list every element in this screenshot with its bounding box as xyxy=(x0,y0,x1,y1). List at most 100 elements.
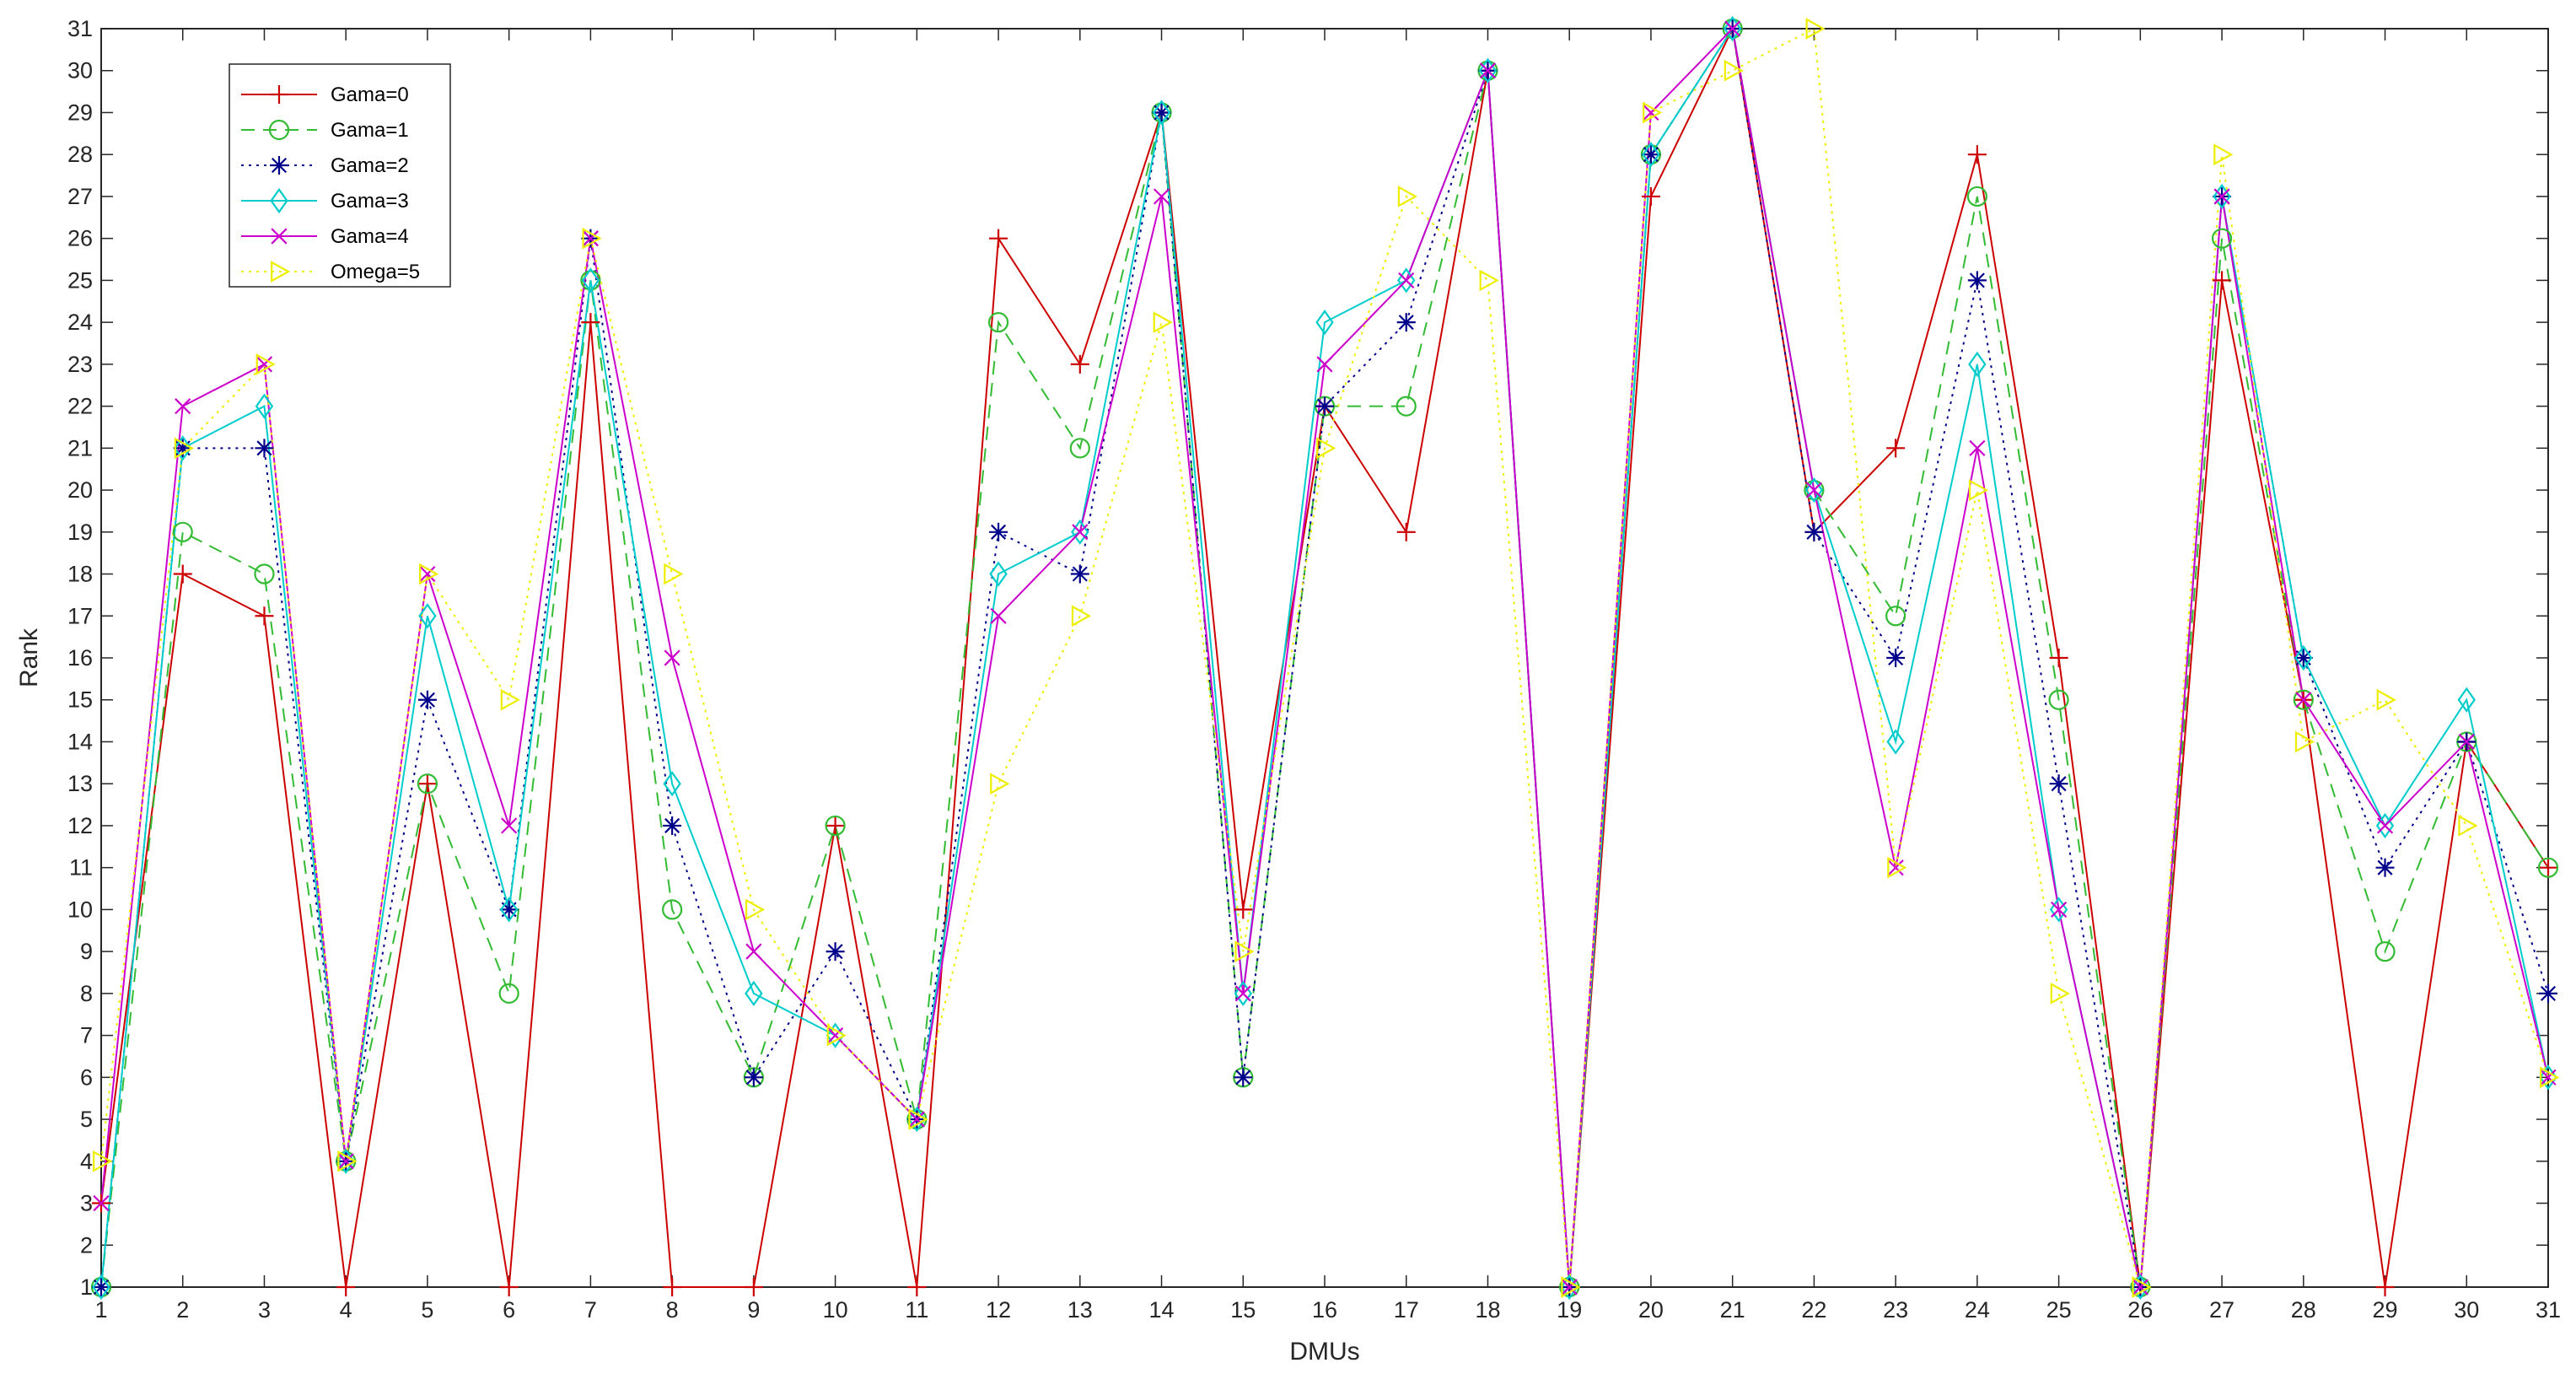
y-tick-label: 15 xyxy=(67,687,93,713)
x-tick-label: 18 xyxy=(1475,1297,1500,1323)
data-point-2-23 xyxy=(1886,649,1906,667)
data-point-3-27 xyxy=(2213,183,2231,210)
legend-label-4: Gama=4 xyxy=(331,225,409,248)
data-point-3-17 xyxy=(1397,267,1416,294)
x-tick-label: 15 xyxy=(1230,1297,1256,1323)
y-tick-label: 18 xyxy=(67,562,93,587)
data-point-5-19 xyxy=(1561,1276,1581,1298)
data-point-4-17 xyxy=(1398,272,1415,288)
legend-marker-4 xyxy=(271,228,288,245)
y-tick-label: 20 xyxy=(67,477,93,503)
y-tick-label: 9 xyxy=(80,939,93,964)
data-point-4-18 xyxy=(1479,62,1497,79)
x-tick-label: 22 xyxy=(1801,1297,1826,1323)
data-point-4-4 xyxy=(337,1153,354,1170)
legend-marker-1 xyxy=(268,119,290,141)
axis-ticks: 1 2 3 4 5 6 7 8 9 10 11 12 13 14 15 16 17 18 19 20 21 22 23 24 2… xyxy=(67,16,2561,1323)
y-tick-label: 25 xyxy=(67,267,93,293)
data-point-5-25 xyxy=(2050,982,2070,1005)
data-point-2-24 xyxy=(1967,271,1987,290)
data-point-3-29 xyxy=(2375,812,2395,839)
data-point-5-15 xyxy=(1234,940,1255,963)
data-point-4-24 xyxy=(1969,439,1986,456)
data-point-2-28 xyxy=(2294,649,2313,667)
data-point-2-22 xyxy=(1804,522,1824,541)
data-point-0-9 xyxy=(744,1278,763,1296)
legend-marker-2 xyxy=(270,156,288,175)
data-point-5-13 xyxy=(1071,605,1092,628)
data-point-5-22 xyxy=(1805,18,1826,40)
legend-box xyxy=(229,63,451,288)
data-point-5-24 xyxy=(1968,479,1989,501)
data-point-1-5 xyxy=(417,773,438,795)
data-point-5-21 xyxy=(1724,59,1744,82)
data-point-5-30 xyxy=(2458,815,2478,837)
y-tick-label: 10 xyxy=(67,897,93,922)
data-point-1-2 xyxy=(172,521,193,542)
x-tick-label: 7 xyxy=(584,1297,597,1323)
data-point-4-28 xyxy=(2295,692,2312,708)
data-point-0-10 xyxy=(826,816,845,835)
y-tick-label: 12 xyxy=(67,813,93,838)
data-point-3-12 xyxy=(989,561,1008,587)
data-point-2-3 xyxy=(255,439,274,458)
x-tick-label: 24 xyxy=(1965,1297,1990,1323)
legend: Gama=0 Gama=1 Gama=2 Gama=3 Gama=4 Omega=5 xyxy=(229,63,451,288)
y-tick-label: 3 xyxy=(80,1191,93,1216)
data-point-4-2 xyxy=(175,398,191,415)
data-point-0-8 xyxy=(663,1278,682,1296)
y-tick-label: 30 xyxy=(67,58,93,84)
data-point-3-26 xyxy=(2131,1274,2150,1301)
data-point-4-22 xyxy=(1805,482,1822,498)
data-point-3-20 xyxy=(1642,142,1660,168)
data-point-5-16 xyxy=(1316,437,1336,460)
data-point-0-17 xyxy=(1396,522,1416,541)
y-tick-label: 11 xyxy=(69,855,93,881)
data-point-4-19 xyxy=(1561,1279,1578,1296)
data-point-5-29 xyxy=(2376,688,2396,711)
x-tick-label: 25 xyxy=(2046,1297,2072,1323)
x-tick-label: 16 xyxy=(1312,1297,1337,1323)
y-tick-label: 27 xyxy=(67,184,93,209)
data-point-2-5 xyxy=(417,690,437,709)
data-point-1-22 xyxy=(1804,479,1825,501)
data-point-5-4 xyxy=(337,1150,358,1172)
data-point-4-27 xyxy=(2213,188,2230,205)
data-point-2-20 xyxy=(1641,145,1660,164)
y-tick-label: 13 xyxy=(67,771,93,796)
y-tick-label: 8 xyxy=(80,981,93,1006)
data-point-1-24 xyxy=(1966,186,1987,207)
x-tick-label: 26 xyxy=(2127,1297,2153,1323)
x-tick-label: 4 xyxy=(340,1297,352,1323)
data-point-0-7 xyxy=(581,313,600,332)
data-point-5-26 xyxy=(2132,1276,2152,1298)
data-point-0-6 xyxy=(499,1278,519,1296)
y-tick-label: 17 xyxy=(67,603,93,628)
data-point-4-10 xyxy=(827,1027,844,1044)
data-point-5-18 xyxy=(1479,269,1499,292)
data-point-5-5 xyxy=(419,563,439,585)
x-tick-label: 6 xyxy=(503,1297,515,1323)
x-tick-label: 23 xyxy=(1883,1297,1908,1323)
data-point-3-11 xyxy=(907,1106,927,1133)
data-point-0-3 xyxy=(255,606,274,626)
y-tick-label: 6 xyxy=(80,1064,93,1090)
data-point-5-7 xyxy=(582,227,602,250)
y-tick-label: 2 xyxy=(80,1232,93,1258)
data-point-5-9 xyxy=(745,898,766,921)
data-point-4-26 xyxy=(2132,1279,2148,1296)
y-tick-label: 21 xyxy=(67,435,93,461)
data-point-4-25 xyxy=(2051,901,2068,918)
data-point-4-8 xyxy=(664,649,680,666)
data-point-3-24 xyxy=(1968,351,1987,377)
data-point-4-15 xyxy=(1234,985,1251,1002)
data-point-1-17 xyxy=(1396,396,1417,417)
data-point-4-9 xyxy=(745,943,762,960)
data-point-3-15 xyxy=(1234,980,1252,1006)
data-point-5-31 xyxy=(2540,1066,2560,1089)
data-point-4-16 xyxy=(1316,356,1333,373)
x-tick-label: 21 xyxy=(1720,1297,1745,1323)
data-point-4-7 xyxy=(582,230,599,247)
legend-label-1: Gama=1 xyxy=(331,119,409,142)
